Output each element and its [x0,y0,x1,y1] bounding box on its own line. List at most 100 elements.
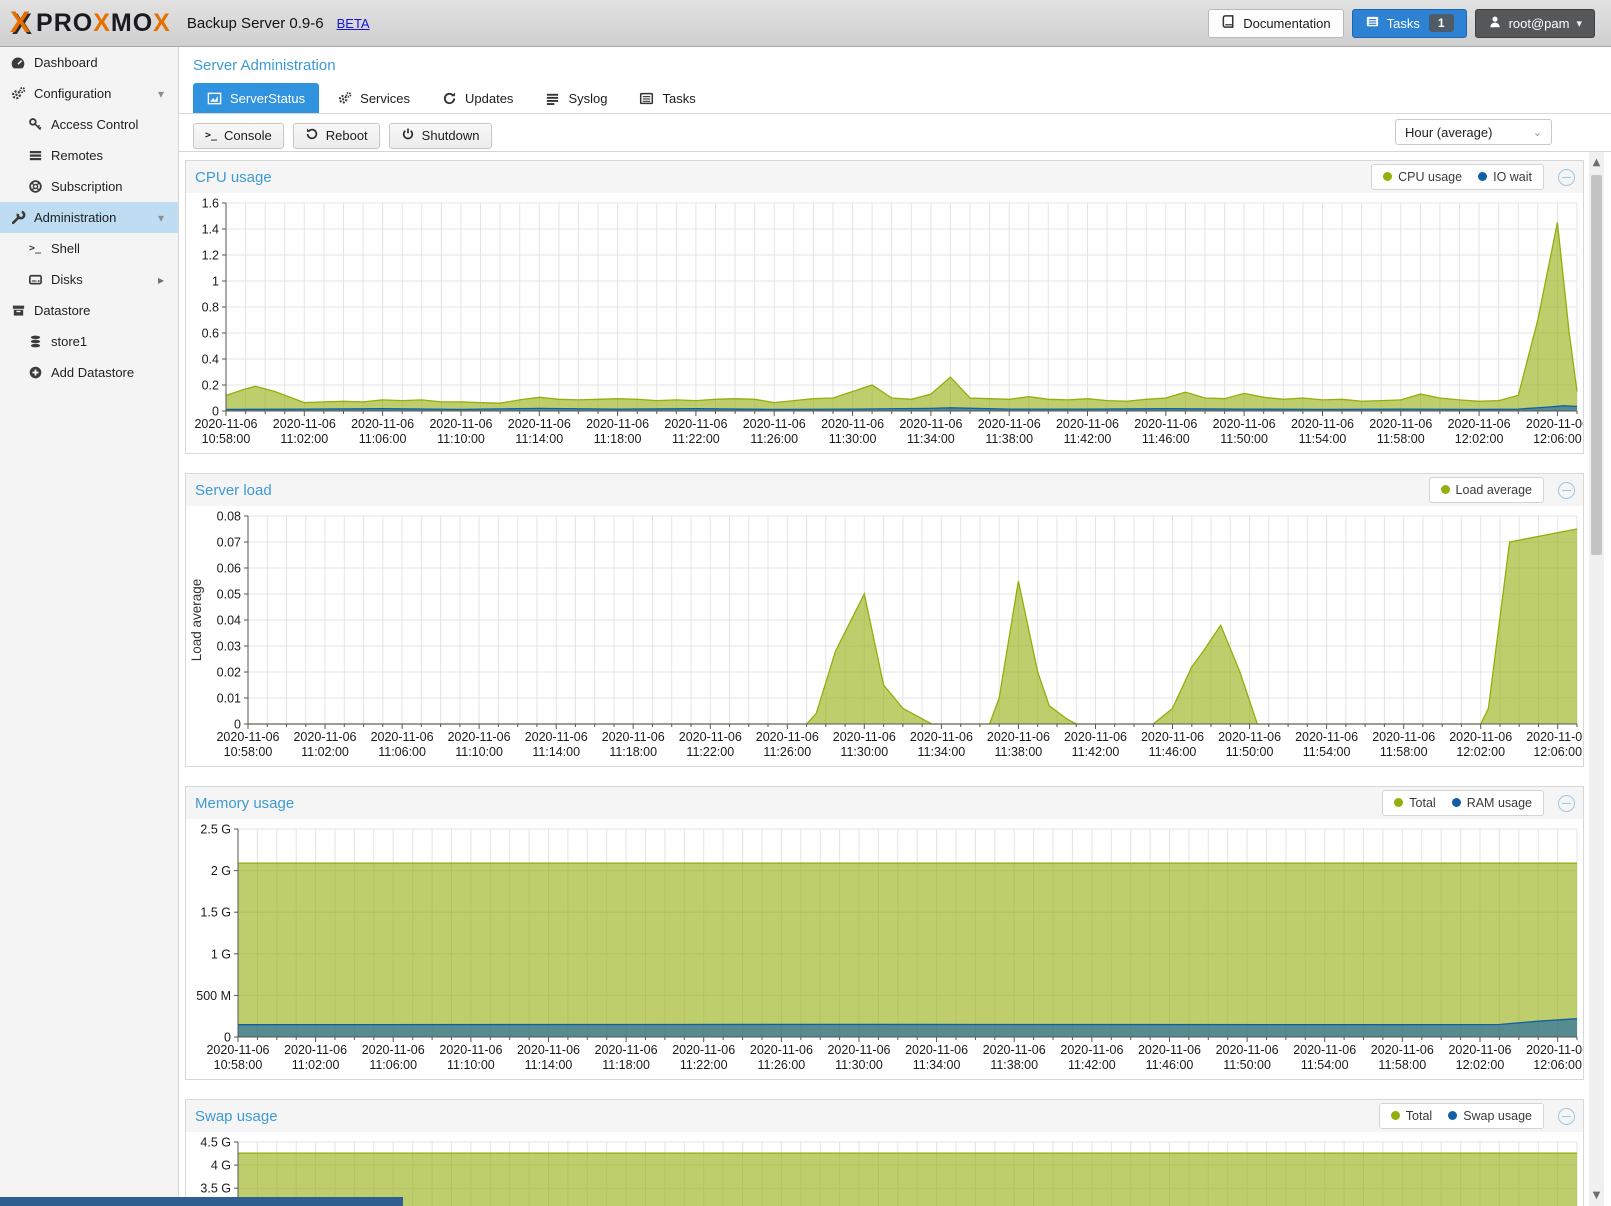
tasks-button[interactable]: Tasks 1 [1351,8,1467,38]
svg-text:11:10:00: 11:10:00 [455,745,503,759]
collapse-panel-icon[interactable] [1558,481,1575,499]
svg-text:Load average: Load average [189,579,204,662]
svg-text:0.04: 0.04 [217,614,241,628]
sidebar-item-shell[interactable]: >_ Shell [28,241,80,256]
svg-text:11:06:00: 11:06:00 [359,432,407,446]
svg-text:12:06:00: 12:06:00 [1533,745,1582,759]
reboot-icon [305,127,319,144]
sidebar-item-access-control[interactable]: Access Control [0,109,178,140]
legend-dot-green [1390,1111,1400,1120]
tab-services[interactable]: Services [323,83,424,113]
svg-text:1.5 G: 1.5 G [200,906,231,920]
svg-text:2020-11-06: 2020-11-06 [1526,1043,1583,1057]
svg-text:11:02:00: 11:02:00 [280,432,328,446]
svg-text:2020-11-06: 2020-11-06 [284,1043,347,1057]
svg-text:0.4: 0.4 [202,353,219,367]
page-title: Server Administration [193,57,336,74]
chevron-down-icon[interactable]: ▾ [157,210,164,225]
scrollbar-thumb[interactable] [1591,175,1602,555]
toolbar: >_ Console Reboot Shutdown Hour (average… [179,114,1611,152]
svg-text:11:54:00: 11:54:00 [1303,745,1351,759]
svg-text:2 G: 2 G [211,864,231,878]
panel-title: Memory usage [195,794,295,812]
content-area: CPU usage CPU usage IO wait 0 0.2 0.4 0.6 0.… [179,152,1589,1206]
svg-text:2020-11-06: 2020-11-06 [351,417,414,431]
svg-text:2020-11-06: 2020-11-06 [833,730,896,744]
sidebar: Dashboard Configuration ▾ Access Control… [0,47,179,1206]
legend-dot-green [1383,172,1393,181]
svg-text:2020-11-06: 2020-11-06 [595,1043,658,1057]
sidebar-item-administration[interactable]: Administration ▾ [0,202,178,233]
time-range-select[interactable]: Hour (average) ⌄ [1395,119,1552,145]
sidebar-item-subscription[interactable]: Subscription [0,171,178,202]
svg-text:0.08: 0.08 [217,510,241,524]
user-menu-button[interactable]: root@pam ▾ [1474,8,1595,38]
svg-text:2020-11-06: 2020-11-06 [1291,417,1354,431]
svg-text:1.4: 1.4 [202,223,219,237]
sidebar-item-remotes[interactable]: Remotes [0,140,178,171]
tab-tasks[interactable]: Tasks [625,83,709,113]
chart-legend: CPU usage IO wait [1371,164,1544,190]
svg-text:11:46:00: 11:46:00 [1142,432,1190,446]
documentation-button[interactable]: Documentation [1208,8,1344,38]
sidebar-item-disks[interactable]: Disks ▸ [0,264,178,295]
svg-text:11:18:00: 11:18:00 [594,432,642,446]
collapse-panel-icon[interactable] [1558,168,1575,186]
svg-text:2020-11-06: 2020-11-06 [371,730,434,744]
svg-text:11:34:00: 11:34:00 [913,1058,961,1072]
tab-updates[interactable]: Updates [428,83,527,113]
sidebar-item-configuration[interactable]: Configuration ▾ [0,78,178,109]
svg-text:2020-11-06: 2020-11-06 [905,1043,968,1057]
scroll-down-icon[interactable]: ▼ [1592,1190,1601,1201]
svg-text:2020-11-06: 2020-11-06 [1369,417,1432,431]
svg-text:11:58:00: 11:58:00 [1377,432,1425,446]
console-button[interactable]: >_ Console [193,122,284,149]
svg-text:2020-11-06: 2020-11-06 [586,417,649,431]
scroll-up-icon[interactable]: ▲ [1592,157,1601,168]
svg-text:2020-11-06: 2020-11-06 [1216,1043,1279,1057]
chart-legend: Load average [1428,477,1544,503]
svg-text:2020-11-06: 2020-11-06 [293,730,356,744]
svg-text:2020-11-06: 2020-11-06 [448,730,511,744]
svg-text:11:42:00: 11:42:00 [1064,432,1112,446]
sidebar-item-datastore[interactable]: Datastore [0,295,178,326]
svg-text:4.5 G: 4.5 G [200,1136,231,1150]
server-load-panel: Server load Load average 0 0.01 0.02 0.03 0.… [185,473,1589,767]
datastore-icon [10,303,26,319]
tab-bar: ServerStatus Services Updates Syslog Tas… [179,74,1611,114]
svg-text:2020-11-06: 2020-11-06 [1371,1043,1434,1057]
vertical-scrollbar[interactable]: ▲ ▼ [1589,152,1604,1206]
tasks-count-badge: 1 [1428,14,1454,32]
sidebar-item-store1[interactable]: store1 [0,326,178,357]
book-icon [1221,14,1236,32]
svg-text:11:42:00: 11:42:00 [1068,1058,1116,1072]
svg-text:2020-11-06: 2020-11-06 [664,417,727,431]
svg-text:2020-11-06: 2020-11-06 [602,730,665,744]
svg-text:11:26:00: 11:26:00 [758,1058,806,1072]
server-load-chart: 0 0.01 0.02 0.03 0.04 0.05 0.06 0.07 0.08 2020-11… [186,506,1589,766]
area-chart-icon [207,91,222,106]
chevron-down-icon[interactable]: ▾ [157,86,164,101]
svg-text:2020-11-06: 2020-11-06 [679,730,742,744]
svg-text:12:02:00: 12:02:00 [1456,745,1505,759]
svg-text:0: 0 [224,1031,231,1045]
panel-header: Swap usage Total Swap usage [186,1100,1583,1132]
collapse-panel-icon[interactable] [1558,794,1575,812]
tab-syslog[interactable]: Syslog [531,83,621,113]
sidebar-item-add-datastore[interactable]: Add Datastore [0,357,178,388]
chevron-right-icon[interactable]: ▸ [157,272,164,287]
svg-text:0.8: 0.8 [202,301,219,315]
sidebar-item-dashboard[interactable]: Dashboard [0,47,178,78]
cpu-usage-chart: 0 0.2 0.4 0.6 0.8 1 1.2 1.4 1.6 2020-11-06 10:58:0… [186,193,1588,453]
svg-text:0.02: 0.02 [217,666,241,680]
tab-serverstatus[interactable]: ServerStatus [193,83,320,113]
shutdown-button[interactable]: Shutdown [388,122,492,149]
beta-link[interactable]: BETA [336,15,370,31]
reboot-button[interactable]: Reboot [292,122,380,149]
legend-dot-blue [1478,172,1488,181]
svg-text:2020-11-06: 2020-11-06 [899,417,962,431]
panel-header: Server load Load average [186,474,1583,506]
collapse-panel-icon[interactable] [1558,1107,1575,1125]
